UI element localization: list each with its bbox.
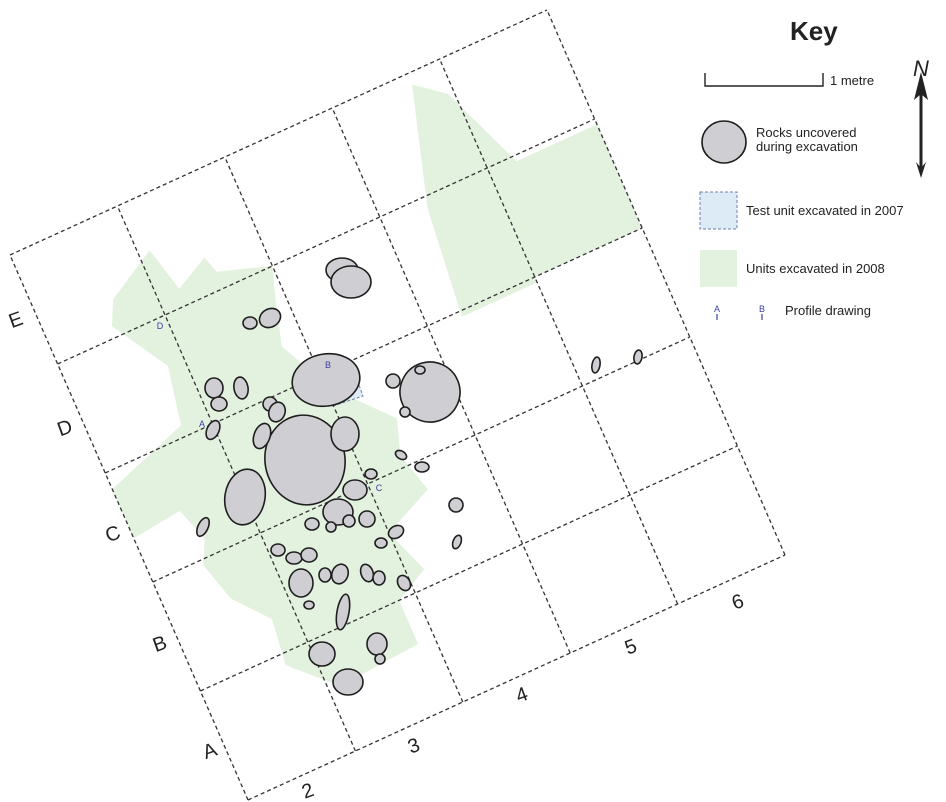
rock	[396, 574, 412, 592]
rock	[242, 316, 258, 330]
grid-line-col	[546, 9, 786, 556]
grid-line-row	[57, 118, 595, 365]
key-excavated-label: Units excavated in 2008	[746, 261, 885, 276]
rock	[300, 547, 318, 563]
rock	[303, 600, 315, 610]
row-label-a: A	[200, 739, 221, 764]
key-rock-label: Rocks uncovered during excavation	[756, 125, 860, 154]
row-label-c: C	[102, 522, 123, 548]
row-label-d: D	[54, 416, 75, 442]
col-label-4: 4	[513, 683, 531, 707]
rock	[366, 632, 388, 656]
excavated-area-east	[412, 84, 643, 317]
grid-line-row	[200, 445, 738, 692]
rock	[258, 307, 282, 329]
profile-marker-d: D	[157, 321, 164, 331]
rock	[399, 361, 461, 423]
grid-lines	[9, 9, 786, 801]
rock	[330, 563, 350, 585]
north-arrow-icon: N	[913, 56, 929, 178]
grid-line-col	[9, 254, 249, 801]
grid-line-row	[152, 336, 691, 583]
key-test-unit-label: Test unit excavated in 2007	[746, 203, 904, 218]
rock	[414, 365, 426, 375]
rock	[332, 668, 364, 696]
col-label-2: 2	[299, 779, 317, 802]
rock	[374, 537, 388, 549]
scale-bar	[704, 73, 824, 87]
rock	[204, 377, 224, 399]
rock	[364, 468, 378, 480]
profile-markers: A B C D	[157, 321, 383, 493]
col-label-6: 6	[729, 590, 747, 614]
rock	[285, 551, 303, 565]
rock	[330, 265, 372, 299]
rock	[374, 653, 386, 665]
rock	[342, 514, 356, 528]
grid-line-row	[9, 9, 548, 256]
rock	[325, 521, 337, 533]
key-excavated-icon	[700, 250, 737, 287]
rock	[264, 414, 346, 506]
grid-line-row	[247, 554, 786, 801]
key-rock-icon	[701, 120, 747, 164]
rock	[591, 356, 601, 374]
rock	[304, 517, 320, 531]
rock	[335, 593, 351, 631]
profile-marker-a: A	[199, 419, 205, 429]
col-label-3: 3	[405, 734, 423, 758]
key-profile-icon: A B	[714, 304, 765, 320]
key-test-unit-icon	[699, 191, 738, 230]
key-title: Key	[790, 16, 838, 46]
profile-marker-c: C	[376, 483, 383, 493]
rock	[342, 479, 368, 501]
grid-line-row	[104, 227, 643, 474]
rock	[223, 468, 267, 526]
row-label-e: E	[6, 308, 26, 333]
rock	[267, 401, 287, 423]
rocks	[196, 257, 643, 696]
rock	[359, 563, 375, 583]
rock	[291, 352, 361, 408]
profile-marker-b: B	[325, 360, 331, 370]
rock	[394, 449, 408, 461]
rock	[633, 349, 643, 365]
rock	[448, 497, 464, 513]
key-profile-label: Profile drawing	[785, 303, 871, 318]
map-key: Key 1 metre N Rocks uncovered during exc…	[699, 16, 929, 320]
rock	[318, 567, 332, 583]
key-profile-a: A	[714, 304, 720, 314]
rock	[196, 516, 210, 538]
col-label-5: 5	[622, 635, 640, 659]
rock	[414, 461, 430, 473]
rock	[205, 419, 221, 441]
rock	[385, 373, 401, 389]
rock	[252, 422, 272, 450]
row-label-b: B	[150, 632, 170, 657]
rock	[399, 406, 411, 418]
rock	[372, 570, 386, 586]
rock	[330, 416, 360, 452]
rock	[358, 510, 376, 528]
rock	[210, 396, 228, 412]
scale-label: 1 metre	[830, 73, 874, 88]
rock	[308, 641, 336, 667]
rock	[233, 376, 249, 400]
grid-line-col	[439, 58, 679, 605]
rock	[451, 534, 463, 550]
rock	[387, 524, 405, 540]
excavated-2008-units	[111, 84, 643, 687]
rock	[270, 543, 286, 557]
key-profile-b: B	[759, 304, 765, 314]
rock	[288, 568, 314, 598]
north-label: N	[913, 56, 929, 81]
